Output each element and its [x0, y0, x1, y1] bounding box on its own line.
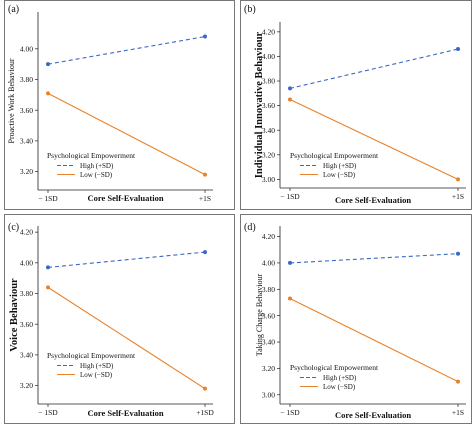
y-tick-label: 4.00 [262, 259, 275, 268]
data-point-low [203, 172, 207, 177]
data-point-high [203, 250, 207, 255]
x-tick-label: +1S [452, 408, 464, 417]
x-tick-label: − 1SD [280, 408, 300, 417]
x-tick-label: − 1SD [38, 408, 58, 417]
x-tick-label: − 1SD [280, 192, 300, 201]
data-point-high [456, 251, 460, 256]
y-tick-label: 3.20 [262, 150, 275, 159]
x-tick-label: +1S [452, 192, 464, 201]
y-tick-label: 4.20 [262, 27, 275, 36]
data-point-low [456, 379, 460, 384]
x-axis-title: Core Self-Evaluation [87, 193, 163, 203]
y-tick-label: 3.40 [262, 126, 275, 135]
y-tick-label: 4.00 [20, 258, 33, 267]
y-tick-label: 3.20 [20, 381, 33, 390]
panel-label: (b) [244, 4, 256, 15]
legend-entry-low: Low (−SD) [80, 371, 113, 379]
y-tick-label: 3.80 [20, 289, 33, 298]
series-line-low [47, 286, 206, 390]
series-line-high [289, 48, 459, 89]
y-tick-label: 4.20 [262, 232, 275, 241]
legend-entry-low: Low (−SD) [323, 171, 356, 179]
panel-frame [4, 0, 235, 210]
series-line-low [47, 92, 206, 176]
y-tick-label: 3.80 [262, 77, 275, 86]
y-tick-label: 3.60 [20, 106, 33, 115]
y-tick-label: 3.20 [20, 167, 33, 176]
x-axis-title: Core Self-Evaluation [335, 195, 411, 205]
x-axis-title: Core Self-Evaluation [335, 410, 411, 420]
data-point-high [288, 86, 292, 91]
legend-entry-high: High (+SD) [323, 374, 357, 382]
y-tick-label: 4.00 [262, 52, 275, 61]
data-point-high [456, 47, 460, 52]
series-line-high [289, 253, 459, 264]
panel-d: (d) 3.00 3.20 3.40 3.60 3.80 4.00 4.20 − 1SD +1S C… [240, 214, 472, 424]
legend-title: Psychological Empowerment [290, 151, 379, 160]
y-tick-label: 3.00 [262, 390, 275, 399]
y-tick-label: 3.00 [262, 175, 275, 184]
y-tick-label: 3.20 [262, 364, 275, 373]
y-axis-title: Individual Innovative Behaviour [254, 31, 265, 178]
legend-title: Psychological Empowerment [290, 363, 379, 372]
series-line-low [289, 298, 459, 383]
panel-a: (a) 3.20 3.40 3.60 3.80 4.00 − 1SD +1S Core Self… [4, 0, 235, 210]
x-axis-title: Core Self-Evaluation [87, 408, 163, 418]
panel-frame [4, 214, 235, 424]
data-point-high [288, 260, 292, 265]
y-tick-label: 3.40 [20, 136, 33, 145]
data-point-low [203, 386, 207, 391]
y-tick-label: 3.80 [20, 75, 33, 84]
series-line-high [47, 36, 206, 65]
y-tick-label: 3.40 [20, 350, 33, 359]
data-point-low [288, 97, 292, 102]
y-tick-label: 3.60 [20, 320, 33, 329]
y-axis-title: Proactive Work Behaviour [7, 58, 16, 143]
legend-entry-high: High (+SD) [80, 162, 114, 170]
data-point-low [46, 91, 50, 96]
panel-label: (c) [8, 222, 19, 233]
panel-c: (c) 3.20 3.40 3.60 3.80 4.00 4.20 − 1SD +1SD Core… [4, 214, 235, 424]
y-tick-label: 3.40 [262, 338, 275, 347]
legend-entry-high: High (+SD) [323, 162, 357, 170]
panel-frame [240, 214, 472, 424]
y-axis-title: Taking Charge Behaviour [255, 273, 264, 356]
data-point-low [46, 285, 50, 290]
y-tick-label: 3.60 [262, 311, 275, 320]
y-tick-label: 3.60 [262, 101, 275, 110]
data-point-high [46, 62, 50, 67]
legend-entry-low: Low (−SD) [323, 383, 356, 391]
panel-frame [240, 0, 472, 210]
x-tick-label: +1SD [196, 408, 214, 417]
legend-entry-high: High (+SD) [80, 362, 114, 370]
y-axis-title: Voice Behaviour [9, 278, 20, 352]
legend-entry-low: Low (−SD) [80, 171, 113, 179]
panel-b: (b) 3.00 3.20 3.40 3.60 3.80 4.00 4.20 − 1SD +1S C… [240, 0, 472, 210]
legend-title: Psychological Empowerment [47, 151, 136, 160]
panel-label: (d) [244, 222, 256, 233]
series-line-low [289, 98, 459, 180]
data-point-high [46, 265, 50, 270]
y-tick-label: 3.80 [262, 285, 275, 294]
panel-label: (a) [8, 4, 19, 15]
y-tick-label: 4.20 [20, 228, 33, 237]
x-tick-label: +1S [199, 194, 211, 203]
legend-title: Psychological Empowerment [47, 351, 136, 360]
x-tick-label: − 1SD [38, 194, 58, 203]
y-tick-label: 4.00 [20, 44, 33, 53]
data-point-high [203, 34, 207, 39]
series-line-high [47, 251, 206, 268]
data-point-low [288, 296, 292, 301]
data-point-low [456, 177, 460, 182]
